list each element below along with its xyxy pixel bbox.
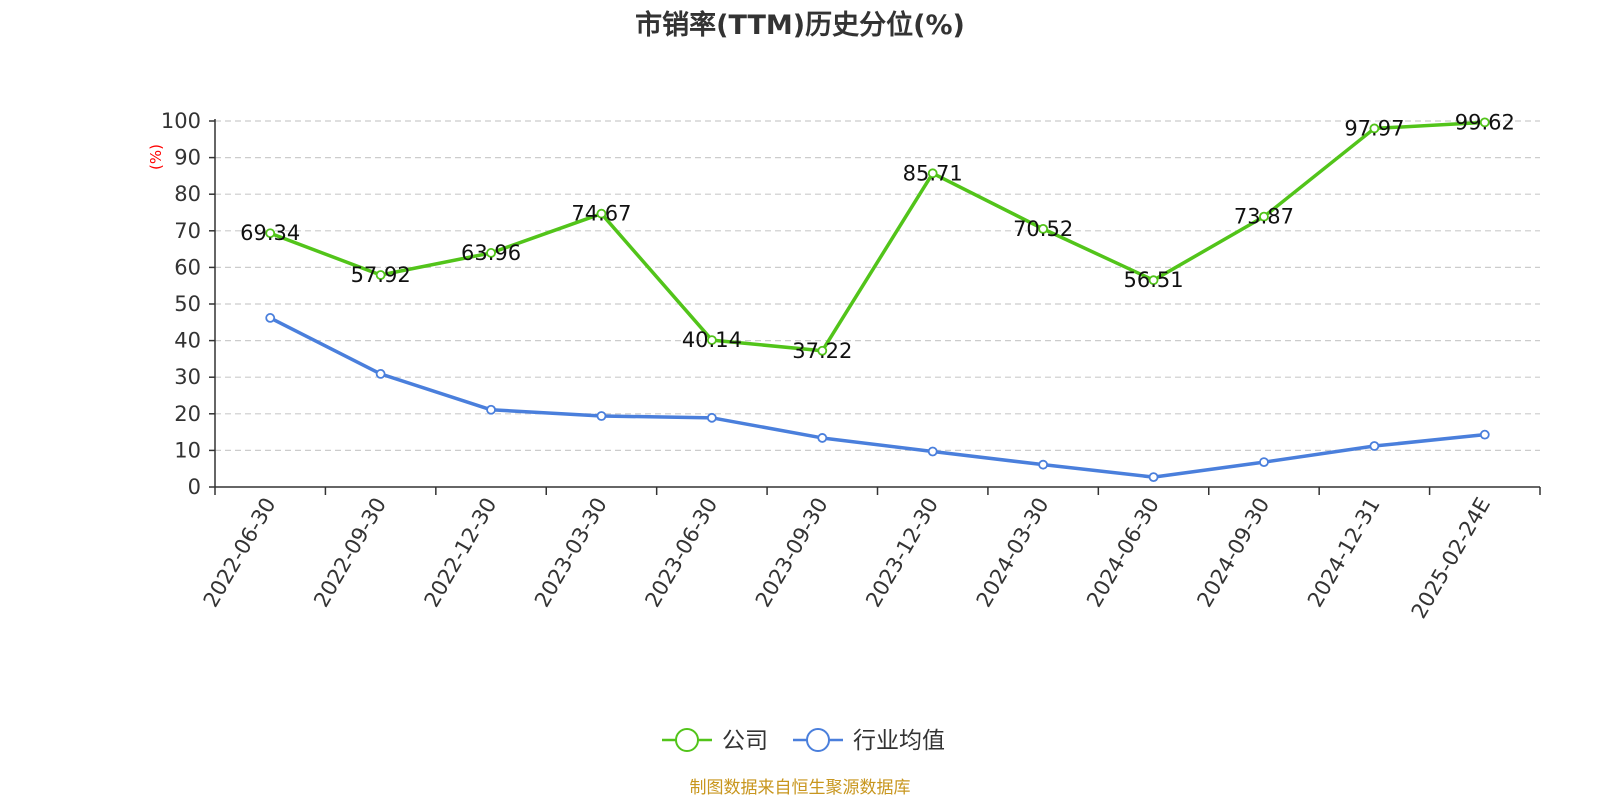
y-tick-label: 10 (174, 438, 201, 462)
data-point (1259, 457, 1269, 468)
data-label: 99.62 (1455, 110, 1515, 134)
data-point (1148, 275, 1159, 286)
data-point (706, 412, 717, 423)
x-tick-label: 2024-06-30 (1082, 494, 1164, 612)
data-label: 70.52 (1013, 217, 1073, 241)
data-point (1479, 429, 1490, 440)
x-tick-label: 2023-12-30 (861, 494, 943, 612)
x-tick-label: 2025-02-24E (1407, 494, 1495, 623)
y-tick-label: 90 (174, 146, 201, 170)
data-point (596, 208, 607, 219)
x-tick-label: 2023-06-30 (640, 494, 722, 612)
grid-lines (215, 120, 1540, 451)
legend: 公司 行业均值 (662, 728, 945, 754)
data-point (1369, 123, 1380, 134)
data-point (265, 228, 276, 239)
x-tick-label: 2022-09-30 (309, 494, 391, 612)
data-label: 97.97 (1344, 116, 1404, 140)
y-tick-label: 100 (161, 109, 201, 133)
y-tick-label: 80 (174, 182, 201, 206)
y-axis-label: (%) (147, 144, 165, 170)
x-tick-label: 2023-09-30 (751, 494, 833, 612)
series-layer (265, 117, 1490, 483)
y-tick-label: 20 (174, 402, 201, 426)
x-tick-label: 2022-06-30 (199, 494, 281, 612)
data-point (265, 313, 276, 323)
data-point (817, 433, 828, 443)
y-tick-label: 0 (188, 475, 201, 499)
data-point (486, 248, 496, 258)
data-point (706, 335, 717, 345)
y-tick-label: 70 (174, 219, 201, 243)
data-label: 57.92 (351, 263, 411, 287)
data-label: 56.51 (1123, 268, 1183, 292)
x-tick-label: 2024-03-30 (972, 494, 1054, 612)
data-point (375, 369, 386, 379)
data-point (927, 168, 938, 179)
series-line (269, 316, 1485, 479)
data-labels: 69.34 57.92 63.96 74.67 40.14 37.22 85.71 70.52… (240, 110, 1515, 362)
y-tick-label: 60 (174, 255, 201, 279)
data-label: 69.34 (240, 221, 300, 245)
data-point (1148, 472, 1159, 483)
y-tick-label: 50 (174, 292, 201, 316)
data-point (596, 411, 607, 421)
source-note: 制图数据来自恒生聚源数据库 (690, 778, 911, 798)
x-tick-label: 2023-03-30 (530, 494, 612, 612)
y-tick-label: 40 (174, 329, 201, 353)
data-label: 74.67 (571, 202, 631, 226)
legend-swatch-marker (675, 728, 699, 752)
x-tick-label: 2024-12-31 (1303, 494, 1385, 612)
data-point (1259, 211, 1269, 222)
x-tick-label: 2022-12-30 (420, 494, 502, 612)
data-label: 37.22 (792, 339, 852, 363)
data-point (486, 404, 496, 415)
data-point (1369, 441, 1380, 451)
data-point (375, 270, 386, 280)
y-tick-label: 30 (174, 365, 201, 389)
legend-label: 公司 (722, 728, 768, 754)
series-line (269, 120, 1485, 353)
data-label: 73.87 (1234, 205, 1294, 229)
legend-swatch-marker (806, 728, 830, 752)
data-label: 40.14 (682, 328, 742, 352)
data-point (1479, 117, 1490, 128)
data-label: 85.71 (903, 161, 963, 185)
chart-title: 市销率(TTM)历史分位(%) (635, 9, 965, 41)
data-point (817, 345, 828, 356)
data-point (927, 446, 938, 457)
x-tick-label: 2024-09-30 (1192, 494, 1274, 612)
legend-label: 行业均值 (853, 728, 945, 754)
data-point (1038, 223, 1049, 234)
data-label: 63.96 (461, 241, 521, 265)
data-point (1038, 459, 1049, 470)
